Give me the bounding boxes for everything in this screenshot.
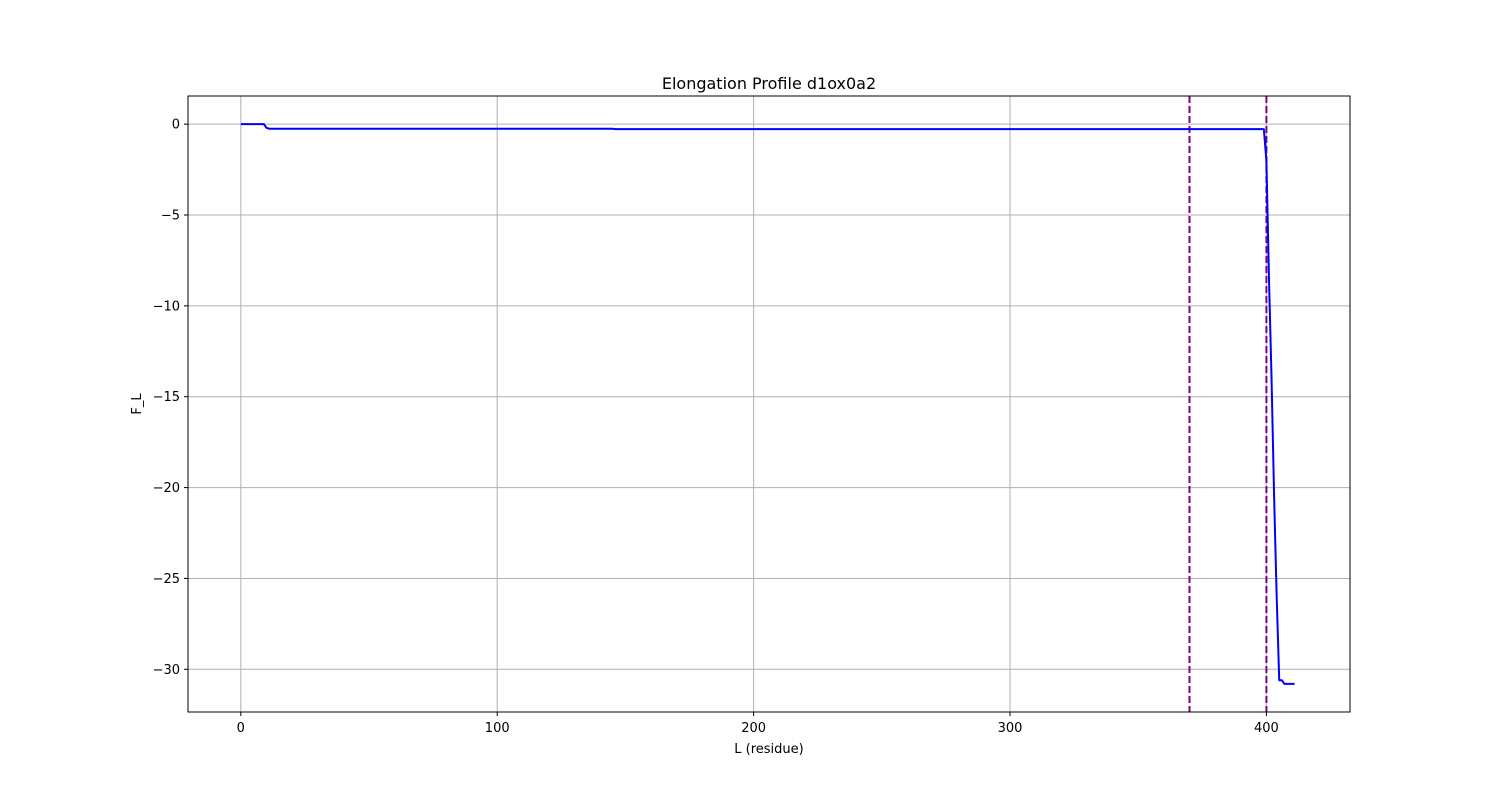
- y-axis-ticks: 0 −5 −10 −15 −20 −25 −30: [153, 118, 188, 678]
- y-tick-label: −25: [153, 572, 180, 587]
- x-tick-label: 0: [237, 721, 245, 736]
- y-axis-label: F_L: [130, 393, 145, 415]
- x-tick-label: 100: [485, 721, 510, 736]
- chart-title: Elongation Profile d1ox0a2: [662, 74, 876, 93]
- y-tick-label: −20: [153, 481, 180, 496]
- reference-lines: [1188, 96, 1268, 712]
- x-axis-ticks: 0 100 200 300 400: [237, 712, 1279, 736]
- y-tick-label: −30: [153, 663, 180, 678]
- x-tick-label: 300: [998, 721, 1023, 736]
- y-tick-label: 0: [172, 118, 180, 133]
- x-tick-label: 400: [1254, 721, 1279, 736]
- y-tick-label: −15: [153, 390, 180, 405]
- y-tick-label: −5: [161, 209, 180, 224]
- x-tick-label: 200: [741, 721, 766, 736]
- grid-lines: [188, 96, 1350, 712]
- y-tick-label: −10: [153, 299, 180, 314]
- x-axis-label: L (residue): [734, 742, 803, 757]
- series-layer: [240, 123, 1295, 685]
- series-line: [240, 123, 1295, 685]
- plot-frame: [187, 95, 1351, 713]
